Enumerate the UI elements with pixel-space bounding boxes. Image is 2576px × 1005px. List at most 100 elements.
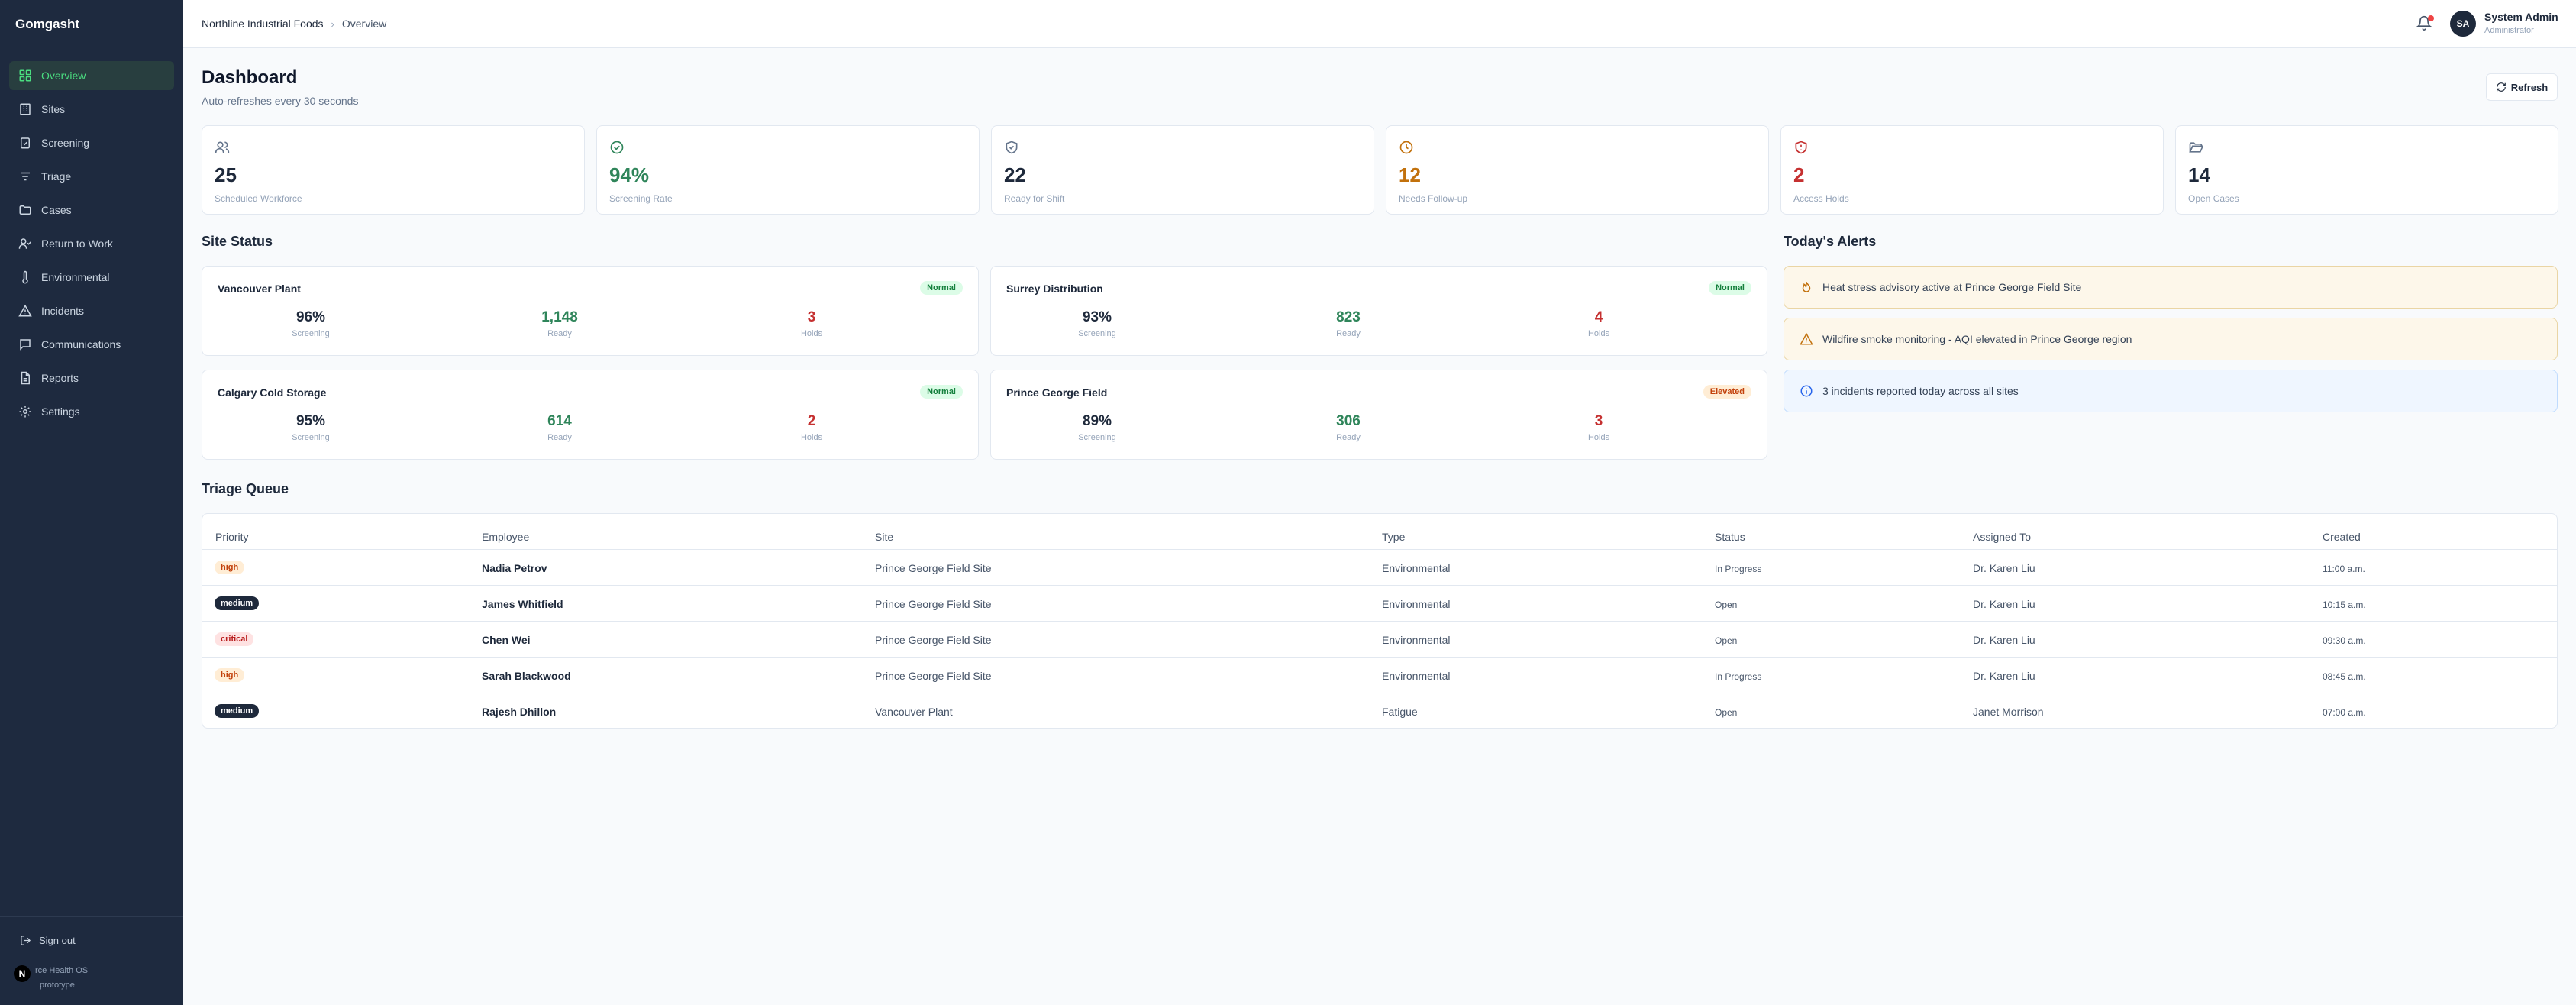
sidebar-item-label: Return to Work xyxy=(41,238,113,250)
page-title: Dashboard xyxy=(202,67,298,88)
column-header-status[interactable]: Status xyxy=(1715,531,1745,543)
topbar: Northline Industrial Foods › Overview xyxy=(183,0,2576,48)
site-card-surrey-distribution[interactable]: Surrey Distribution Normal 93% Screening … xyxy=(990,266,1767,356)
alert-item[interactable]: Wildfire smoke monitoring - AQI elevated… xyxy=(1784,318,2558,360)
metric-value: 89% xyxy=(1082,413,1112,429)
metric-label: Screening xyxy=(1078,433,1116,442)
site-metric-holds: 3 Holds xyxy=(766,309,857,338)
employee-name[interactable]: Nadia Petrov xyxy=(482,562,547,574)
site-cell: Prince George Field Site xyxy=(875,670,992,682)
sidebar-item-reports[interactable]: Reports xyxy=(9,364,174,393)
site-card-vancouver-plant[interactable]: Vancouver Plant Normal 96% Screening 1,14… xyxy=(202,266,979,356)
site-metric-ready: 823 Ready xyxy=(1303,309,1394,338)
avatar[interactable]: SA xyxy=(2450,11,2476,37)
column-header-employee[interactable]: Employee xyxy=(482,531,530,543)
table-row[interactable]: high Nadia Petrov Prince George Field Si… xyxy=(202,549,2557,585)
sign-out-button[interactable]: Sign out xyxy=(20,935,76,946)
stat-value: 12 xyxy=(1399,163,1421,186)
check-circle-icon xyxy=(610,141,624,154)
stat-label: Scheduled Workforce xyxy=(215,193,302,204)
stat-value: 2 xyxy=(1793,163,1805,186)
status-cell: Open xyxy=(1715,707,1738,718)
site-metric-screening: 95% Screening xyxy=(265,413,357,442)
message-icon xyxy=(20,339,31,351)
site-card-prince-george-field[interactable]: Prince George Field Elevated 89% Screenin… xyxy=(990,370,1767,460)
alert-triangle-icon xyxy=(18,304,32,317)
assigned-cell: Dr. Karen Liu xyxy=(1973,670,2035,682)
metric-label: Holds xyxy=(1587,433,1610,442)
status-badge: Elevated xyxy=(1703,385,1751,399)
sidebar-item-settings[interactable]: Settings xyxy=(9,397,174,426)
created-cell: 10:15 a.m. xyxy=(2323,599,2366,610)
bell-icon[interactable] xyxy=(2416,15,2432,31)
breadcrumb-org[interactable]: Northline Industrial Foods xyxy=(202,18,324,30)
sidebar-item-label: Screening xyxy=(41,137,90,149)
site-metric-screening: 89% Screening xyxy=(1051,413,1143,442)
site-card-calgary-cold-storage[interactable]: Calgary Cold Storage Normal 95% Screening… xyxy=(202,370,979,460)
sidebar-item-overview[interactable]: Overview xyxy=(9,61,174,90)
type-cell: Environmental xyxy=(1382,562,1451,574)
refresh-button[interactable]: Refresh xyxy=(2486,73,2558,101)
site-metric-holds: 4 Holds xyxy=(1553,309,1645,338)
footer-product-name: rce Health OS xyxy=(35,966,89,975)
sign-out-label: Sign out xyxy=(39,935,76,946)
assigned-cell: Dr. Karen Liu xyxy=(1973,562,2035,574)
assigned-cell: Janet Morrison xyxy=(1973,706,2044,718)
site-metric-screening: 96% Screening xyxy=(265,309,357,338)
status-badge: Normal xyxy=(1709,281,1751,295)
sidebar-item-label: Overview xyxy=(41,69,86,82)
alerts-title: Today's Alerts xyxy=(1784,234,1877,249)
employee-name[interactable]: Rajesh Dhillon xyxy=(482,706,557,718)
sidebar-item-label: Communications xyxy=(41,338,121,351)
stat-card-ready-for-shift: 22 Ready for Shift xyxy=(991,125,1374,215)
sidebar-item-label: Settings xyxy=(41,406,80,418)
stat-value: 94% xyxy=(609,163,650,186)
stat-card-access-holds: 2 Access Holds xyxy=(1780,125,2164,215)
table-row[interactable]: medium Rajesh Dhillon Vancouver Plant Fa… xyxy=(202,693,2557,729)
column-header-site[interactable]: Site xyxy=(875,531,894,543)
column-header-assigned-to[interactable]: Assigned To xyxy=(1973,531,2032,543)
site-metric-ready: 614 Ready xyxy=(514,413,605,442)
sidebar-item-sites[interactable]: Sites xyxy=(9,95,174,124)
sidebar-item-communications[interactable]: Communications xyxy=(9,330,174,359)
metric-value: 95% xyxy=(295,413,326,429)
stat-card-screening-rate: 94% Screening Rate xyxy=(596,125,980,215)
n-badge[interactable]: N xyxy=(14,965,31,982)
employee-name[interactable]: James Whitfield xyxy=(482,598,563,610)
stat-label: Open Cases xyxy=(2188,193,2239,204)
thermometer-icon xyxy=(22,270,28,284)
shield-alert-icon xyxy=(1795,141,1807,154)
sidebar-item-incidents[interactable]: Incidents xyxy=(9,296,174,325)
sidebar-item-triage[interactable]: Triage xyxy=(9,162,174,191)
column-header-type[interactable]: Type xyxy=(1382,531,1406,543)
table-row[interactable]: high Sarah Blackwood Prince George Field… xyxy=(202,657,2557,693)
created-cell: 08:45 a.m. xyxy=(2323,671,2366,682)
status-cell: In Progress xyxy=(1715,671,1762,682)
info-icon xyxy=(1800,385,1813,397)
sidebar-item-return-to-work[interactable]: Return to Work xyxy=(9,229,174,258)
alert-item[interactable]: Heat stress advisory active at Prince Ge… xyxy=(1784,266,2558,309)
sidebar-item-environmental[interactable]: Environmental xyxy=(9,263,174,292)
alert-text: Heat stress advisory active at Prince Ge… xyxy=(1822,281,2082,293)
user-name[interactable]: System Admin xyxy=(2484,11,2558,23)
warning-triangle-icon xyxy=(1800,332,1813,345)
app-logo[interactable]: Gomgasht xyxy=(15,17,80,31)
sidebar-item-screening[interactable]: Screening xyxy=(9,128,174,157)
metric-label: Screening xyxy=(292,329,330,338)
metric-value: 306 xyxy=(1336,413,1361,429)
employee-name[interactable]: Sarah Blackwood xyxy=(482,670,571,682)
status-cell: Open xyxy=(1715,635,1738,646)
sidebar-nav: Overview Sites Screening Triage Cases Re… xyxy=(9,61,174,431)
sidebar-item-cases[interactable]: Cases xyxy=(9,196,174,225)
table-row[interactable]: critical Chen Wei Prince George Field Si… xyxy=(202,621,2557,657)
assigned-cell: Dr. Karen Liu xyxy=(1973,634,2035,646)
site-status-title: Site Status xyxy=(202,234,273,249)
column-header-created[interactable]: Created xyxy=(2323,531,2361,543)
table-row[interactable]: medium James Whitfield Prince George Fie… xyxy=(202,585,2557,621)
alert-item[interactable]: 3 incidents reported today across all si… xyxy=(1784,370,2558,412)
employee-name[interactable]: Chen Wei xyxy=(482,634,531,646)
metric-label: Screening xyxy=(1078,329,1116,338)
column-header-priority[interactable]: Priority xyxy=(215,531,249,543)
sidebar-item-label: Cases xyxy=(41,204,72,216)
shield-check-icon xyxy=(1006,141,1018,154)
